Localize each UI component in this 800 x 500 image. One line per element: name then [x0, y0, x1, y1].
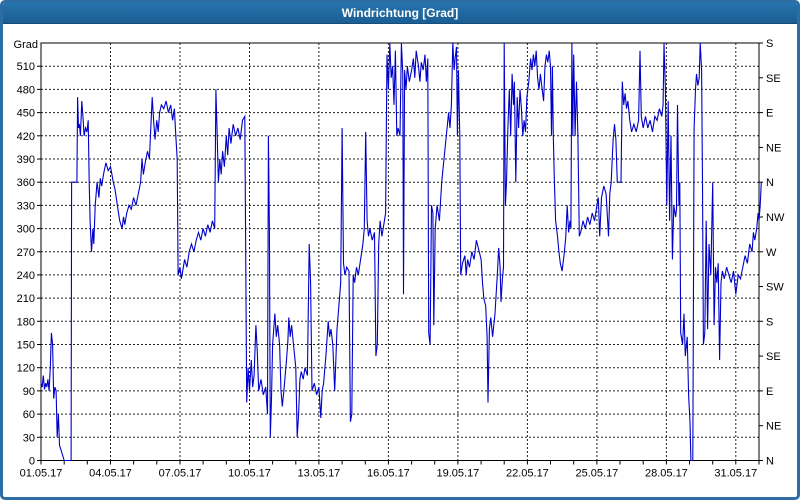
svg-text:N: N	[766, 177, 774, 189]
svg-text:390: 390	[17, 154, 35, 166]
svg-text:120: 120	[17, 363, 35, 375]
svg-text:90: 90	[23, 386, 35, 398]
svg-text:SW: SW	[766, 282, 784, 294]
svg-text:S: S	[766, 38, 773, 50]
svg-text:330: 330	[17, 200, 35, 212]
wind-direction-chart: 0 30 60 90 120 150 180 210 240 270 300 330 360 390 420…	[14, 38, 785, 480]
svg-text:10.05.17: 10.05.17	[228, 468, 271, 480]
svg-text:510: 510	[17, 61, 35, 73]
svg-text:31.05.17: 31.05.17	[714, 468, 757, 480]
svg-text:W: W	[766, 247, 777, 259]
svg-text:E: E	[766, 386, 773, 398]
svg-text:01.05.17: 01.05.17	[20, 468, 63, 480]
svg-text:210: 210	[17, 293, 35, 305]
svg-text:04.05.17: 04.05.17	[89, 468, 132, 480]
wind-direction-series	[40, 42, 762, 462]
svg-text:E: E	[766, 108, 773, 120]
svg-text:SE: SE	[766, 351, 781, 363]
svg-text:360: 360	[17, 177, 35, 189]
axis-ticks	[37, 42, 763, 465]
y-axis-unit-label: Grad	[14, 39, 38, 51]
svg-text:0: 0	[29, 456, 35, 468]
grid-lines	[41, 43, 759, 461]
svg-text:240: 240	[17, 270, 35, 282]
svg-text:28.05.17: 28.05.17	[645, 468, 688, 480]
svg-text:13.05.17: 13.05.17	[297, 468, 340, 480]
svg-text:270: 270	[17, 247, 35, 259]
svg-text:420: 420	[17, 131, 35, 143]
svg-text:NE: NE	[766, 421, 781, 433]
svg-text:22.05.17: 22.05.17	[506, 468, 549, 480]
axis-labels: 0 30 60 90 120 150 180 210 240 270 300 330 360 390 420…	[14, 38, 785, 480]
svg-text:60: 60	[23, 409, 35, 421]
svg-text:07.05.17: 07.05.17	[159, 468, 202, 480]
svg-text:19.05.17: 19.05.17	[436, 468, 479, 480]
svg-text:SE: SE	[766, 73, 781, 85]
svg-text:300: 300	[17, 224, 35, 236]
svg-text:450: 450	[17, 108, 35, 120]
svg-text:30: 30	[23, 432, 35, 444]
window-titlebar: Windrichtung [Grad]	[3, 3, 797, 24]
svg-text:16.05.17: 16.05.17	[367, 468, 410, 480]
svg-text:25.05.17: 25.05.17	[575, 468, 618, 480]
svg-text:NE: NE	[766, 142, 781, 154]
svg-text:480: 480	[17, 84, 35, 96]
svg-text:150: 150	[17, 340, 35, 352]
svg-text:S: S	[766, 316, 773, 328]
window-title: Windrichtung [Grad]	[341, 6, 459, 20]
svg-text:180: 180	[17, 316, 35, 328]
svg-text:NW: NW	[766, 212, 785, 224]
svg-text:N: N	[766, 456, 774, 468]
